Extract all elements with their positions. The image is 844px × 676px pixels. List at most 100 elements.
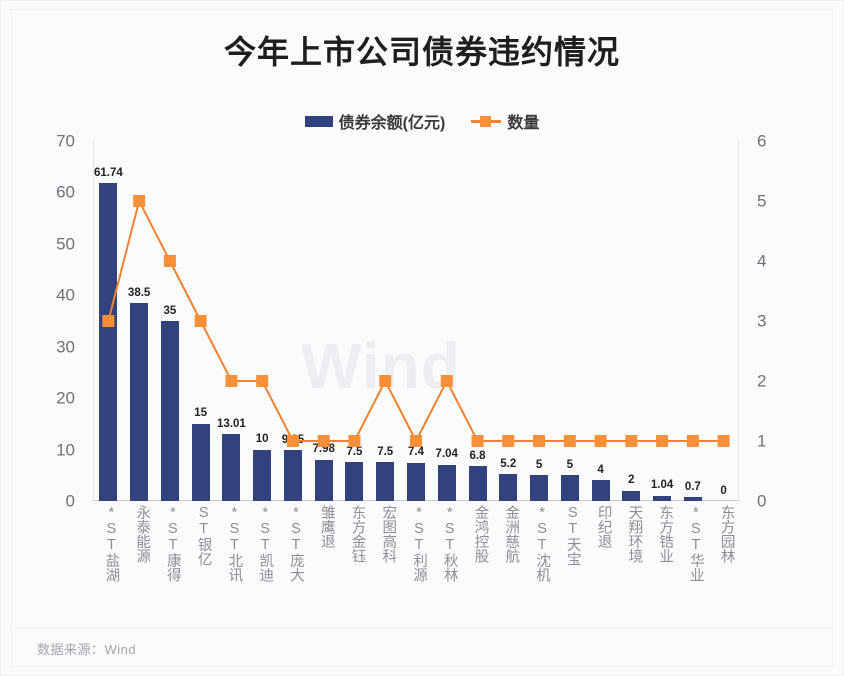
bar-slot: 61.74	[93, 141, 124, 501]
y-axis-left: 0 10 20 30 40 50 60 70	[35, 133, 81, 510]
bar-value-label: 7.4	[407, 446, 424, 459]
line-marker[interactable]	[440, 375, 453, 387]
y-axis-left-tick: 40	[56, 285, 75, 305]
legend-line-swatch-icon	[471, 115, 502, 127]
bar[interactable]	[622, 490, 641, 501]
line-marker[interactable]	[502, 435, 515, 447]
bar-slot: 5	[524, 141, 555, 501]
x-axis-label: 印纪退	[595, 505, 612, 549]
bar[interactable]	[283, 450, 302, 501]
bar[interactable]	[130, 303, 149, 501]
bar[interactable]	[406, 462, 425, 501]
line-marker[interactable]	[686, 435, 699, 447]
line-marker[interactable]	[256, 375, 269, 387]
bar-slot: 7.5	[339, 141, 370, 501]
legend-item-count[interactable]: 数量	[471, 109, 539, 133]
line-marker[interactable]	[410, 435, 422, 447]
legend-bar-swatch-icon	[304, 115, 333, 127]
bar-value-label: 5	[566, 458, 573, 471]
bar[interactable]	[591, 480, 610, 501]
bar[interactable]	[468, 466, 487, 501]
line-marker[interactable]	[348, 435, 361, 447]
bar-value-label: 61.74	[93, 166, 123, 179]
bar[interactable]	[222, 434, 241, 501]
bar-value-label: 0	[720, 484, 727, 497]
bar[interactable]	[683, 497, 702, 501]
bar[interactable]	[437, 464, 456, 501]
line-marker[interactable]	[163, 255, 176, 267]
bar[interactable]	[253, 449, 272, 501]
bar-value-label: 7.5	[346, 445, 363, 458]
y-axis-right-tick: 0	[757, 491, 767, 511]
line-marker[interactable]	[563, 435, 576, 447]
x-axis-label: ST天宝	[564, 505, 581, 566]
bar-slot: 6.8	[462, 141, 493, 501]
y-axis-right-tick: 5	[757, 191, 767, 211]
bar-value-label: 5.2	[500, 457, 517, 470]
bar[interactable]	[314, 459, 333, 501]
line-marker[interactable]	[133, 195, 146, 207]
line-series-layer	[102, 195, 730, 447]
line-marker[interactable]	[286, 435, 299, 447]
bar[interactable]	[99, 183, 118, 501]
line-marker[interactable]	[717, 435, 730, 447]
line-marker[interactable]	[102, 315, 115, 327]
line-marker[interactable]	[317, 435, 330, 447]
line-marker[interactable]	[594, 435, 607, 447]
y-axis-left-tick: 70	[56, 131, 75, 151]
y-axis-right-tick: 4	[757, 251, 767, 271]
x-axis-label: *ST利源	[411, 505, 427, 582]
line-marker[interactable]	[533, 435, 546, 447]
line-marker[interactable]	[471, 435, 484, 447]
bar-slot: 7.04	[431, 141, 462, 501]
footer-divider	[11, 627, 833, 628]
bar[interactable]	[499, 474, 518, 501]
x-axis-label: 宏图高科	[380, 505, 397, 563]
x-axis-label: 金鸿控股	[472, 505, 489, 563]
bar-value-label: 5	[535, 458, 543, 471]
y-axis-right-tick: 6	[757, 131, 767, 151]
bar-value-label: 6.8	[469, 449, 486, 462]
y-axis-right-tick: 3	[757, 311, 767, 331]
y-axis-right-tick: 2	[757, 371, 767, 391]
x-axis-label: *ST凯迪	[257, 505, 274, 582]
x-axis-label: *ST沈机	[534, 505, 551, 582]
bar-value-label: 7.98	[312, 443, 335, 456]
bar-value-label: 1.04	[650, 479, 674, 492]
x-axis-label: 永泰能源	[134, 505, 151, 563]
bar-slot: 35	[155, 141, 186, 501]
bar-slot: 4	[585, 141, 616, 501]
line-marker[interactable]	[379, 375, 392, 387]
bar[interactable]	[530, 475, 549, 501]
bar-value-label: 13.01	[217, 417, 246, 430]
bar-value-label: 7.04	[435, 448, 458, 461]
line-marker[interactable]	[194, 315, 207, 327]
bar-slot: 2	[616, 141, 647, 501]
x-axis-label: *ST康得	[164, 505, 181, 582]
chart-title: 今年上市公司债券违约情况	[223, 34, 620, 70]
y-axis-left-tick: 20	[56, 388, 75, 408]
y-axis-right-tick: 1	[757, 431, 767, 451]
x-axis-label: 东方锆业	[657, 505, 674, 563]
bar[interactable]	[191, 423, 210, 501]
line-marker[interactable]	[625, 435, 638, 447]
line-marker[interactable]	[225, 375, 238, 387]
x-axis-label: *ST北讯	[226, 505, 243, 582]
bar-value-label: 35	[163, 304, 177, 317]
bar-slot: 7.5	[370, 141, 401, 501]
legend-item-bond-balance[interactable]: 债券余额(亿元)	[304, 109, 446, 133]
bar-slot: 5	[554, 141, 585, 501]
bar-slot: 7.98	[308, 141, 339, 501]
bar[interactable]	[560, 475, 579, 501]
bar[interactable]	[653, 495, 672, 501]
y-axis-left-tick: 30	[56, 337, 75, 357]
chart-legend: 债券余额(亿元) 数量	[1, 109, 843, 133]
legend-label-bond-balance: 债券余额(亿元)	[338, 115, 446, 132]
bar-slot: 0	[708, 141, 739, 501]
line-marker[interactable]	[656, 435, 669, 447]
bar[interactable]	[345, 462, 364, 501]
bar-slot: 38.5	[124, 141, 155, 501]
bar[interactable]	[160, 321, 179, 501]
bar[interactable]	[376, 462, 395, 501]
